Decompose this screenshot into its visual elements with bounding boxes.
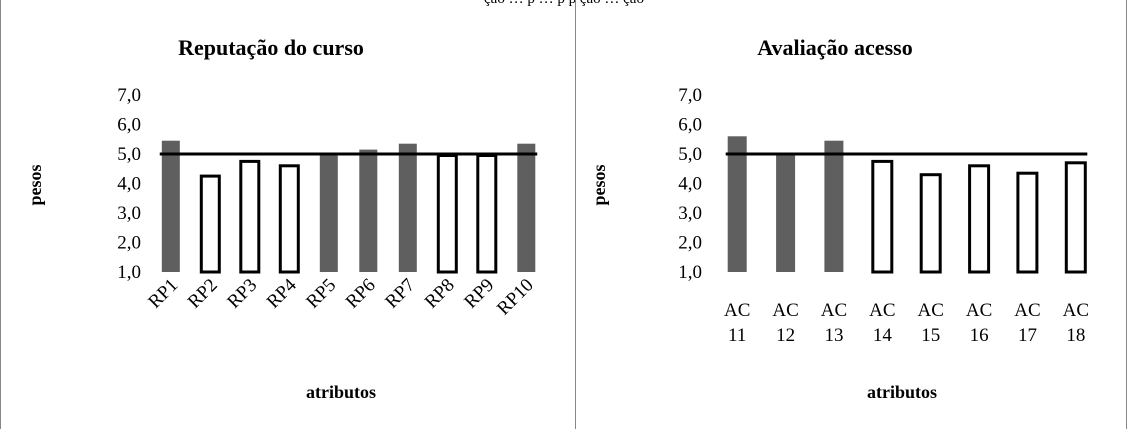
x-tick-label: RP6: [342, 275, 380, 313]
x-tick-label: AC: [1063, 300, 1089, 321]
bar-ac15: [919, 173, 942, 274]
bar-ac16: [968, 164, 991, 274]
bar-rp9: [476, 154, 498, 274]
y-tick-label: 2,0: [117, 233, 141, 254]
x-tick-label: RP10: [493, 275, 538, 320]
x-tick-label: RP4: [263, 274, 301, 312]
x-tick-label: RP8: [421, 275, 459, 313]
x-tick-label: AC: [772, 300, 798, 321]
x-tick-label: RP9: [460, 275, 498, 313]
y-tick-label: 7,0: [678, 85, 702, 106]
chart-title: Avaliação acesso: [757, 35, 912, 60]
bar-rp8: [436, 154, 458, 274]
x-tick-label: RP7: [381, 275, 419, 313]
y-tick-label: 3,0: [678, 203, 702, 224]
x-tick-label: 17: [1018, 325, 1037, 346]
x-tick-label: RP1: [144, 275, 182, 313]
bar-ac14: [871, 159, 894, 274]
x-axis-label: atributos: [306, 382, 376, 402]
x-tick-label: 14: [873, 325, 893, 346]
bar-ac11: [727, 136, 747, 272]
y-tick-label: 2,0: [678, 233, 702, 254]
bar-rp3: [239, 159, 261, 274]
x-tick-label: RP3: [223, 275, 261, 313]
x-tick-label: 11: [728, 325, 746, 346]
bar-ac17: [1016, 171, 1039, 274]
bar-ac13: [824, 140, 844, 272]
x-tick-label: RP5: [302, 275, 340, 313]
x-axis-label: atributos: [867, 382, 937, 402]
x-tick-label: 16: [970, 325, 989, 346]
y-tick-label: 3,0: [117, 203, 141, 224]
x-tick-label: 15: [921, 325, 940, 346]
y-axis-label: pesos: [589, 164, 609, 205]
bar-rp7: [398, 143, 417, 272]
bar-rp6: [359, 149, 378, 272]
y-tick-label: 1,0: [117, 262, 141, 283]
bar-rp5: [319, 154, 338, 272]
y-axis-label: pesos: [25, 164, 45, 205]
x-tick-label: RP2: [184, 275, 222, 313]
bar-ac12: [776, 154, 796, 272]
y-tick-label: 5,0: [117, 144, 141, 165]
x-tick-label: 13: [824, 325, 843, 346]
x-tick-label: AC: [821, 300, 847, 321]
y-tick-label: 4,0: [117, 174, 141, 195]
y-tick-label: 6,0: [117, 115, 141, 136]
y-tick-label: 1,0: [678, 262, 702, 283]
chart-avaliacao: Avaliação acesso pesos 1,0 2,0 3,0 4,0 5,0 6,0 7…: [589, 35, 1089, 402]
y-tick-label: 6,0: [678, 115, 702, 136]
x-tick-label: 18: [1066, 325, 1085, 346]
bar-rp4: [278, 164, 300, 274]
chart-panel-avaliacao: Avaliação acesso pesos 1,0 2,0 3,0 4,0 5,0 6,0 7…: [575, 0, 1127, 429]
bar-rp2: [199, 174, 221, 274]
x-tick-label: AC: [869, 300, 895, 321]
x-tick-label: AC: [966, 300, 992, 321]
caption-fragment: ção … p … p p ção … ção: [0, 0, 1128, 8]
bar-rp10: [517, 143, 536, 272]
chart-panel-reputacao: Reputação do curso pesos 1,0 2,0 3,0 4,0 5,0 6,…: [0, 0, 576, 429]
chart-reputacao: Reputação do curso pesos 1,0 2,0 3,0 4,0 5,0 6,…: [25, 35, 538, 402]
y-tick-label: 4,0: [678, 174, 702, 195]
x-tick-label: 12: [776, 325, 795, 346]
x-tick-label: AC: [1014, 300, 1040, 321]
y-tick-label: 5,0: [678, 144, 702, 165]
y-tick-label: 7,0: [117, 85, 141, 106]
x-tick-label: AC: [917, 300, 943, 321]
bar-rp1: [161, 140, 180, 272]
x-tick-label: AC: [724, 300, 750, 321]
chart-title: Reputação do curso: [178, 35, 364, 60]
bar-ac18: [1064, 161, 1087, 274]
